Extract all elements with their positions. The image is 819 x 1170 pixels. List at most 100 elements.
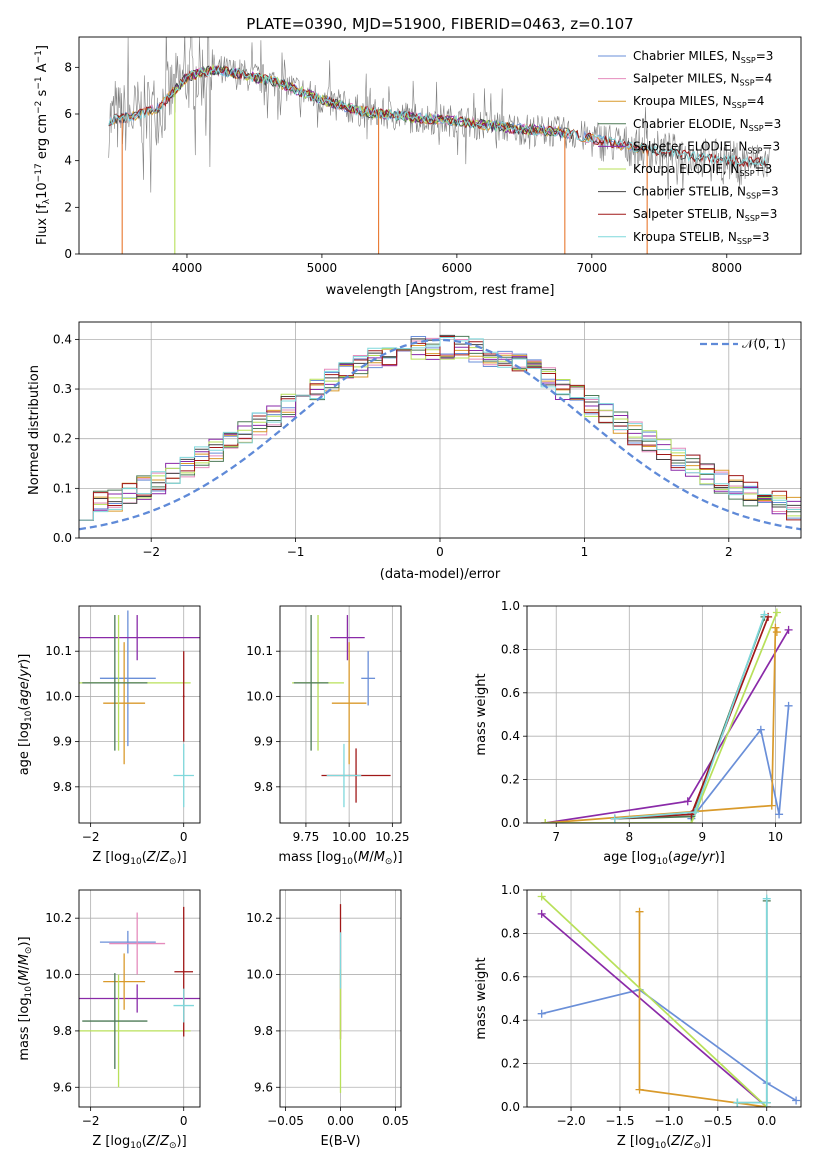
y-tick-label: 0.8	[501, 926, 520, 940]
x-tick-label: 4000	[172, 261, 203, 275]
y-tick-label: 0.4	[501, 1013, 520, 1027]
x-tick-label: −2	[82, 830, 100, 844]
x-tick-label: −2	[142, 545, 160, 559]
y-tick-label: 9.8	[254, 1024, 273, 1038]
x-tick-label: 0.05	[382, 1114, 409, 1128]
weight-marker-chabrier-miles	[537, 1009, 546, 1018]
x-tick-label: 0	[180, 830, 188, 844]
x-axis-label: mass [log10(M/M⊙)]	[278, 850, 402, 867]
x-tick-label: 0.00	[327, 1114, 354, 1128]
weight-marker-kroupa-miles	[772, 628, 781, 637]
x-axis-label: Z [log10(Z/Z⊙)]	[617, 1134, 711, 1151]
y-tick-label: 0.6	[501, 686, 520, 700]
weight-line-kroupa-elodie	[545, 612, 778, 823]
weight-marker-kroupa-stelib	[762, 1098, 771, 1107]
weight-line-kroupa-miles	[545, 627, 778, 823]
y-axis-label: age [log10(age/yr)]	[17, 654, 34, 776]
plot-area	[537, 892, 801, 1107]
y-tick-label: 10.0	[45, 968, 72, 982]
weight-line-kroupa-miles	[638, 911, 767, 1107]
weight-vs-age-panel: 7 8 9 10 0.0 0.2 0.4 0.6 0.8 1.0 age [log10(age/yr…	[474, 599, 802, 867]
y-tick-label: 10.0	[246, 689, 273, 703]
y-tick-label: 9.9	[53, 735, 72, 749]
axes-frame	[279, 889, 402, 1108]
y-tick-label: 9.6	[254, 1080, 273, 1094]
weight-vs-metallicity-panel: −2.0 −1.5 −1.0 −0.5 0.0 0.0 0.2 0.4 0.6 0.8 1.0 Z […	[474, 883, 802, 1151]
weight-marker-chabrier-miles	[792, 1096, 801, 1105]
y-tick-label: 9.6	[53, 1080, 72, 1094]
weight-marker-kroupa-elodie	[537, 892, 546, 901]
weight-line-chabrier-miles	[541, 988, 797, 1102]
x-tick-label: −0.05	[267, 1114, 304, 1128]
x-tick-label: 9.75	[293, 830, 320, 844]
legend-entry: Chabrier ELODIE, NSSP=3	[633, 117, 781, 133]
weight-marker-kroupa-stelib	[762, 894, 771, 903]
y-tick-label: 0.6	[501, 970, 520, 984]
y-axis-label: Normed distribution	[27, 365, 42, 495]
legend-entry: Salpeter ELODIE, NSSP=3	[633, 139, 780, 155]
y-tick-label: 1.0	[501, 883, 520, 897]
weight-marker-chabrier-miles	[784, 701, 793, 710]
legend-entry: Kroupa ELODIE, NSSP=3	[633, 162, 772, 178]
x-tick-label: 1	[581, 545, 589, 559]
y-axis-label: Flux [fλ10−17 erg cm−2 s−1 A−1]	[34, 45, 52, 245]
weight-marker-kroupa-stelib	[691, 808, 700, 817]
x-tick-label: −2.0	[556, 1114, 585, 1128]
y-tick-label: 10.1	[45, 644, 72, 658]
weight-marker-chabrier-miles	[756, 725, 765, 734]
axes-frame	[78, 605, 201, 824]
axes-frame	[279, 605, 402, 824]
legend-entry: Salpeter STELIB, NSSP=3	[633, 207, 777, 223]
y-tick-label: 10.0	[246, 968, 273, 982]
normal-curve	[79, 338, 801, 531]
axes-frame	[526, 605, 802, 824]
y-tick-label: 0.0	[53, 531, 72, 545]
y-tick-label: 4	[64, 154, 72, 168]
axes-frame	[78, 36, 802, 255]
weight-line-chabrier-miles	[690, 705, 790, 820]
axes-frame	[78, 321, 802, 539]
y-tick-label: 0.2	[53, 432, 72, 446]
weight-marker-kroupa-miles	[767, 801, 776, 810]
x-tick-label: 6000	[442, 261, 473, 275]
x-axis-label: wavelength [Angstrom, rest frame]	[326, 283, 555, 298]
x-tick-label: 10.00	[332, 830, 366, 844]
weight-marker-kroupa-miles	[771, 623, 780, 632]
x-tick-label: 8	[625, 830, 633, 844]
weight-line-kroupa-stelib	[614, 614, 766, 820]
figure-title: PLATE=0390, MJD=51900, FIBERID=0463, z=0…	[246, 15, 633, 33]
y-tick-label: 10.0	[45, 689, 72, 703]
y-axis-label: mass weight	[474, 957, 489, 1039]
legend-entry: Chabrier STELIB, NSSP=3	[633, 185, 779, 201]
axes-frame	[526, 889, 802, 1108]
x-tick-label: 5000	[307, 261, 338, 275]
histogram-kroupa-stelib	[79, 337, 801, 521]
plot-area	[541, 608, 793, 823]
x-tick-label: 7000	[577, 261, 608, 275]
x-tick-label: 8000	[712, 261, 743, 275]
y-axis-label: mass [log10(M/M⊙)]	[17, 936, 34, 1060]
y-tick-label: 9.8	[53, 1024, 72, 1038]
y-tick-label: 8	[64, 60, 72, 74]
y-tick-label: 0.8	[501, 642, 520, 656]
weight-line-kroupa-elodie	[541, 895, 768, 1107]
plot-area	[79, 610, 200, 808]
x-axis-label: E(B-V)	[320, 1134, 360, 1149]
y-tick-label: 10.2	[246, 911, 273, 925]
legend-entry: Kroupa MILES, NSSP=4	[633, 94, 764, 110]
y-tick-label: 9.8	[254, 780, 273, 794]
y-tick-label: 0	[64, 247, 72, 261]
x-tick-label: 0	[180, 1114, 188, 1128]
weight-marker-kroupa-miles	[635, 1085, 644, 1094]
residuals-panel: −2 −1 0 1 2 0.0 0.1 0.2 0.3 0.4 𝒩(0, 1) (data-model…	[27, 321, 802, 582]
y-tick-label: 6	[64, 107, 72, 121]
weight-marker-kroupa-miles	[635, 907, 644, 916]
observed-spectrum-line	[108, 37, 770, 200]
model-spectrum-chabrier-stelib	[108, 64, 767, 169]
mass-vs-reddening-panel: −0.05 0.00 0.05 9.6 9.8 10.0 10.2 E(B-V)	[246, 889, 409, 1149]
y-tick-label: 0.4	[501, 729, 520, 743]
weight-marker-chabrier-miles	[775, 810, 784, 819]
y-tick-label: 0.3	[53, 382, 72, 396]
legend-entry: Chabrier MILES, NSSP=3	[633, 49, 773, 65]
